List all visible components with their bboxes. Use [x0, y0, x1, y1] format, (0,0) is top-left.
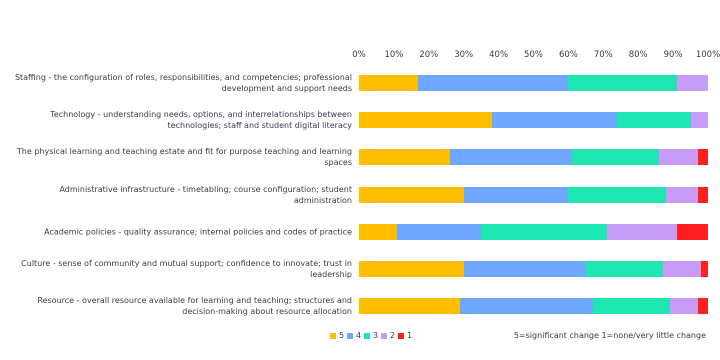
bar-segment	[697, 186, 708, 203]
bar-segment	[592, 298, 670, 315]
x-tick-label: 30%	[454, 50, 474, 60]
category-label: Administrative infrastructure - timetabl…	[59, 184, 352, 205]
bar-segment	[418, 75, 569, 91]
legend-label: 1	[407, 331, 413, 340]
category-label: Academic policies - quality assurance; i…	[44, 227, 352, 237]
legend-swatch	[381, 332, 387, 339]
legend-label: 3	[373, 331, 379, 340]
x-tick-label: 0%	[352, 50, 366, 60]
bar-segment	[697, 298, 708, 315]
bar-segment	[359, 261, 464, 277]
bar-segment	[690, 112, 708, 129]
legend-item: 5	[330, 331, 344, 340]
x-tick-label: 10%	[384, 50, 404, 60]
x-tick-label: 50%	[524, 50, 543, 60]
legend-label: 4	[356, 331, 362, 340]
bar-segment	[676, 75, 708, 91]
legend-item: 3	[364, 331, 378, 340]
legend-swatch	[347, 332, 353, 339]
x-tick-label: 60%	[558, 50, 578, 60]
category-label: Culture - sense of community and mutual …	[21, 259, 352, 279]
bar-segment	[662, 261, 701, 277]
legend-label: 2	[390, 331, 396, 340]
legend-item: 1	[398, 331, 412, 340]
x-tick-label: 80%	[628, 50, 648, 60]
bar-segment	[359, 75, 419, 91]
category-label: Technology - understanding needs, option…	[50, 110, 352, 131]
bar-segment	[666, 186, 698, 203]
bar-segment	[481, 223, 607, 240]
bar-segment	[359, 112, 492, 129]
category-label: The physical learning and teaching estat…	[16, 147, 352, 168]
x-tick-label: 20%	[419, 50, 439, 60]
bar-segment	[571, 149, 660, 166]
bar-segment	[449, 149, 572, 166]
bar-segment	[568, 75, 677, 91]
legend-item: 4	[347, 331, 361, 340]
x-tick-label: 100%	[695, 50, 720, 60]
x-tick-label: 90%	[663, 50, 683, 60]
legend-item: 2	[381, 331, 395, 340]
legend-swatch	[330, 332, 336, 339]
bar-segment	[463, 186, 569, 203]
bar-segment	[359, 149, 450, 166]
bar-segment	[359, 223, 398, 240]
bar-segment	[659, 149, 698, 166]
bar-segment	[669, 298, 698, 315]
bar-segment	[568, 186, 667, 203]
bar-segment	[359, 298, 461, 315]
bar-segment	[617, 112, 691, 129]
bar-segment	[697, 149, 708, 166]
category-label: Resource - overall resource available fo…	[37, 296, 352, 317]
bar-segment	[359, 186, 464, 203]
bar-segment	[491, 112, 618, 129]
bar-segment	[397, 223, 482, 240]
legend-swatch	[398, 332, 404, 339]
legend-label: 5	[339, 331, 345, 340]
x-tick-label: 40%	[489, 50, 509, 60]
bar-segment	[676, 223, 708, 240]
category-label: Staffing - the configuration of roles, r…	[14, 73, 352, 93]
x-tick-label: 70%	[593, 50, 613, 60]
bar-segment	[606, 223, 677, 240]
bar-segment	[585, 261, 663, 277]
bar-segment	[701, 261, 708, 277]
annotation: 5=significant change 1=none/very little …	[513, 331, 706, 340]
bar-segment	[460, 298, 593, 315]
legend-swatch	[364, 332, 370, 339]
bar-segment	[463, 261, 586, 277]
